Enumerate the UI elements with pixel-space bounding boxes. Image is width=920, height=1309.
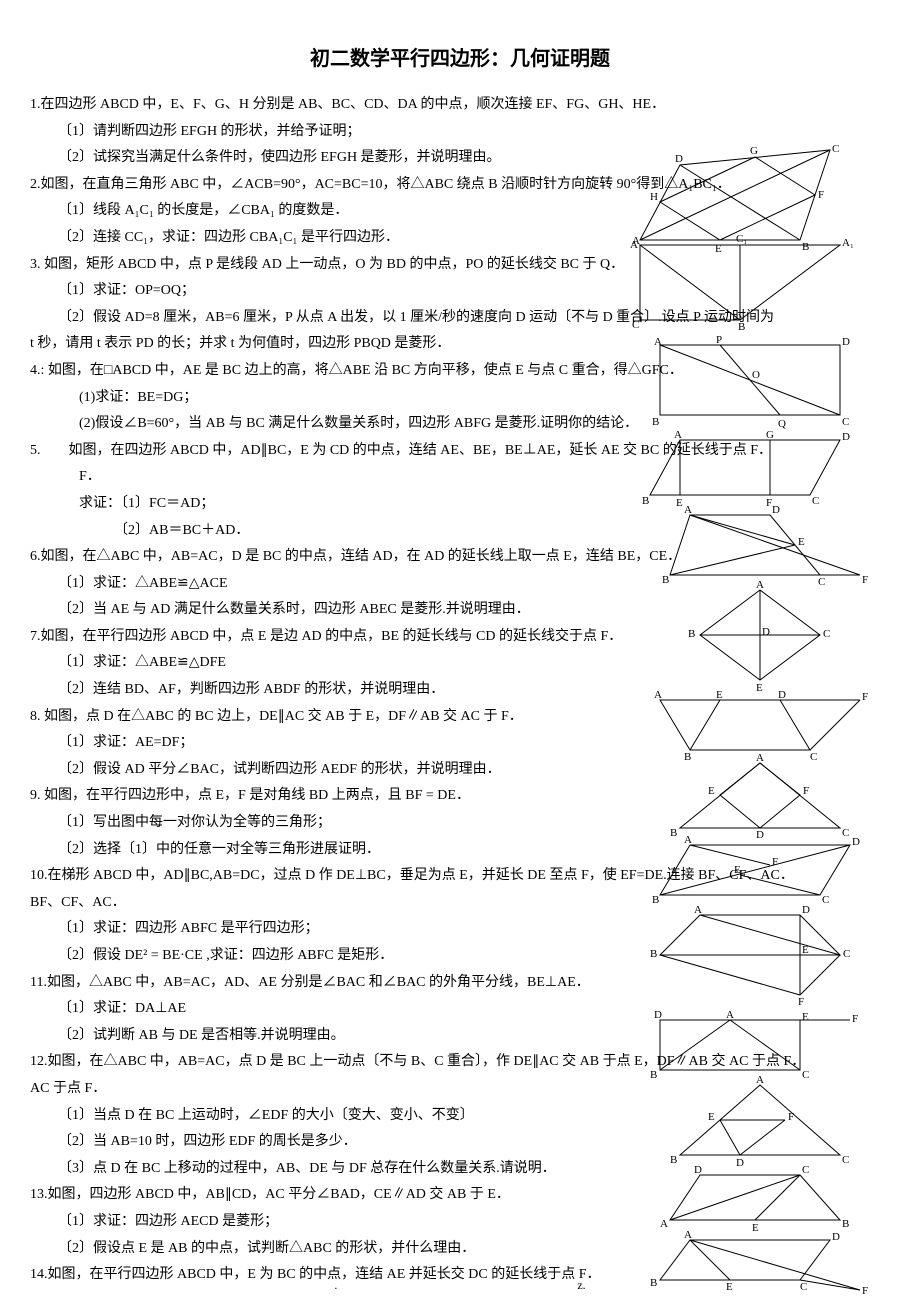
p4-stem: 4.: 如图，在□ABCD 中，AE 是 BC 边上的高，将△ABE 沿 BC … [30, 358, 890, 385]
p7-part1: 〔1〕求证：△ABE≌△DFE [30, 650, 890, 677]
p13-part2: 〔2〕假设点 E 是 AB 的中点，试判断△ABC 的形状，并什么理由． [30, 1236, 890, 1263]
p4-part1: (1)求证：BE=DG； [30, 385, 890, 412]
page-title: 初二数学平行四边形：几何证明题 [30, 40, 890, 78]
p8-part1: 〔1〕求证：AE=DF； [30, 730, 890, 757]
p12-tail: AC 于点 F． [30, 1076, 890, 1103]
p1-part1: 〔1〕请判断四边形 EFGH 的形状，并给予证明； [30, 119, 890, 146]
p2-stem: 2.如图，在直角三角形 ABC 中，∠ACB=90°，AC=BC=10，将△AB… [30, 172, 890, 199]
p14-stem: 14.如图，在平行四边形 ABCD 中，E 为 BC 的中点，连结 AE 并延长… [30, 1262, 890, 1289]
p11-part2: 〔2〕试判断 AB 与 DE 是否相等.并说明理由。 [30, 1023, 890, 1050]
p6-stem: 6.如图，在△ABC 中，AB=AC，D 是 BC 的中点，连结 AD，在 AD… [30, 544, 890, 571]
p12-part3: 〔3〕点 D 在 BC 上移动的过程中，AB、DE 与 DF 总存在什么数量关系… [30, 1156, 890, 1183]
p13-part1: 〔1〕求证：四边形 AECD 是菱形； [30, 1209, 890, 1236]
p11-stem: 11.如图，△ABC 中，AB=AC，AD、AE 分别是∠BAC 和∠BAC 的… [30, 970, 890, 997]
p3-tail: t 秒，请用 t 表示 PD 的长；并求 t 为何值时，四边形 PBQD 是菱形… [30, 331, 890, 358]
p7-part2: 〔2〕连结 BD、AF，判断四边形 ABDF 的形状，并说明理由． [30, 677, 890, 704]
p13-stem: 13.如图，四边形 ABCD 中，AB∥CD，AC 平分∠BAD，CE∥AD 交… [30, 1182, 890, 1209]
p10-stem: 10.在梯形 ABCD 中，AD∥BC,AB=DC，过点 D 作 DE⊥BC，垂… [30, 863, 890, 890]
p5-stem: 5. 如图，在四边形 ABCD 中，AD∥BC，E 为 CD 的中点，连结 AE… [30, 438, 890, 465]
p9-part2: 〔2〕选择〔1〕中的任意一对全等三角形进展证明． [30, 837, 890, 864]
p3-stem: 3. 如图，矩形 ABCD 中，点 P 是线段 AD 上一动点，O 为 BD 的… [30, 252, 890, 279]
p7-stem: 7.如图，在平行四边形 ABCD 中，点 E 是边 AD 的中点，BE 的延长线… [30, 624, 890, 651]
p9-part1: 〔1〕写出图中每一对你认为全等的三角形； [30, 810, 890, 837]
p11-part1: 〔1〕求证：DA⊥AE [30, 996, 890, 1023]
problem-list: 1.在四边形 ABCD 中，E、F、G、H 分别是 AB、BC、CD、DA 的中… [30, 92, 890, 1289]
p5-part0: F． [30, 464, 890, 491]
p3-part2: 〔2〕假设 AD=8 厘米，AB=6 厘米，P 从点 A 出发，以 1 厘米/秒… [30, 305, 890, 332]
p2-part1: 〔1〕线段 A₁C₁ 的长度是，∠CBA₁ 的度数是． [30, 198, 890, 225]
p4-part2: (2)假设∠B=60°，当 AB 与 BC 满足什么数量关系时，四边形 ABFG… [30, 411, 890, 438]
p10-part2: 〔2〕假设 DE² = BE·CE ,求证：四边形 ABFC 是矩形． [30, 943, 890, 970]
p1-stem: 1.在四边形 ABCD 中，E、F、G、H 分别是 AB、BC、CD、DA 的中… [30, 92, 890, 119]
p12-part1: 〔1〕当点 D 在 BC 上运动时，∠EDF 的大小〔变大、变小、不变〕 [30, 1103, 890, 1130]
p5-part2: 〔2〕AB＝BC＋AD． [30, 518, 890, 545]
p6-part1: 〔1〕求证：△ABE≌△ACE [30, 571, 890, 598]
p3-part1: 〔1〕求证：OP=OQ； [30, 278, 890, 305]
p5-part1: 求证：〔1〕FC＝AD； [30, 491, 890, 518]
p8-part2: 〔2〕假设 AD 平分∠BAC，试判断四边形 AEDF 的形状，并说明理由． [30, 757, 890, 784]
p12-part2: 〔2〕当 AB=10 时，四边形 EDF 的周长是多少． [30, 1129, 890, 1156]
p1-part2: 〔2〕试探究当满足什么条件时，使四边形 EFGH 是菱形，并说明理由。 [30, 145, 890, 172]
p6-part2: 〔2〕当 AE 与 AD 满足什么数量关系时，四边形 ABEC 是菱形.并说明理… [30, 597, 890, 624]
p12-stem: 12.如图，在△ABC 中，AB=AC，点 D 是 BC 上一动点〔不与 B、C… [30, 1049, 890, 1076]
p2-part2: 〔2〕连接 CC₁，求证：四边形 CBA₁C₁ 是平行四边形． [30, 225, 890, 252]
p10-part1: 〔1〕求证：四边形 ABFC 是平行四边形； [30, 916, 890, 943]
p9-stem: 9. 如图，在平行四边形中，点 E，F 是对角线 BD 上两点，且 BF = D… [30, 783, 890, 810]
p10-tail: BF、CF、AC． [30, 890, 890, 917]
p8-stem: 8. 如图，点 D 在△ABC 的 BC 边上，DE∥AC 交 AB 于 E，D… [30, 704, 890, 731]
